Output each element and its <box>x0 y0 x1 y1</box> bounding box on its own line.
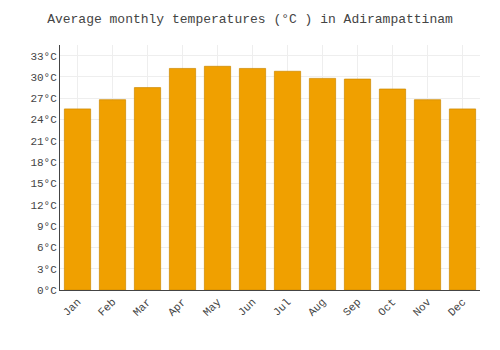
svg-text:Apr: Apr <box>166 296 188 318</box>
svg-text:18°C: 18°C <box>30 157 57 169</box>
svg-text:Jun: Jun <box>236 296 258 318</box>
svg-text:Aug: Aug <box>306 296 328 318</box>
svg-text:Dec: Dec <box>446 296 468 318</box>
svg-text:May: May <box>201 296 224 319</box>
svg-text:33°C: 33°C <box>30 51 57 63</box>
svg-text:12°C: 12°C <box>30 200 57 212</box>
svg-text:Sep: Sep <box>341 296 363 318</box>
svg-text:Jul: Jul <box>271 296 293 318</box>
svg-text:0°C: 0°C <box>37 285 57 297</box>
svg-text:9°C: 9°C <box>37 221 57 233</box>
svg-text:Average monthly temperatures (: Average monthly temperatures (°C ) in Ad… <box>47 12 453 27</box>
svg-text:Jan: Jan <box>61 296 83 318</box>
svg-text:Oct: Oct <box>376 296 398 318</box>
svg-text:30°C: 30°C <box>30 72 57 84</box>
svg-text:24°C: 24°C <box>30 114 57 126</box>
svg-text:3°C: 3°C <box>37 264 57 276</box>
svg-text:Nov: Nov <box>411 296 434 319</box>
svg-text:15°C: 15°C <box>30 178 57 190</box>
svg-text:21°C: 21°C <box>30 136 57 148</box>
svg-text:27°C: 27°C <box>30 93 57 105</box>
svg-text:Mar: Mar <box>131 296 153 318</box>
svg-text:6°C: 6°C <box>37 242 57 254</box>
svg-text:Feb: Feb <box>96 296 118 318</box>
